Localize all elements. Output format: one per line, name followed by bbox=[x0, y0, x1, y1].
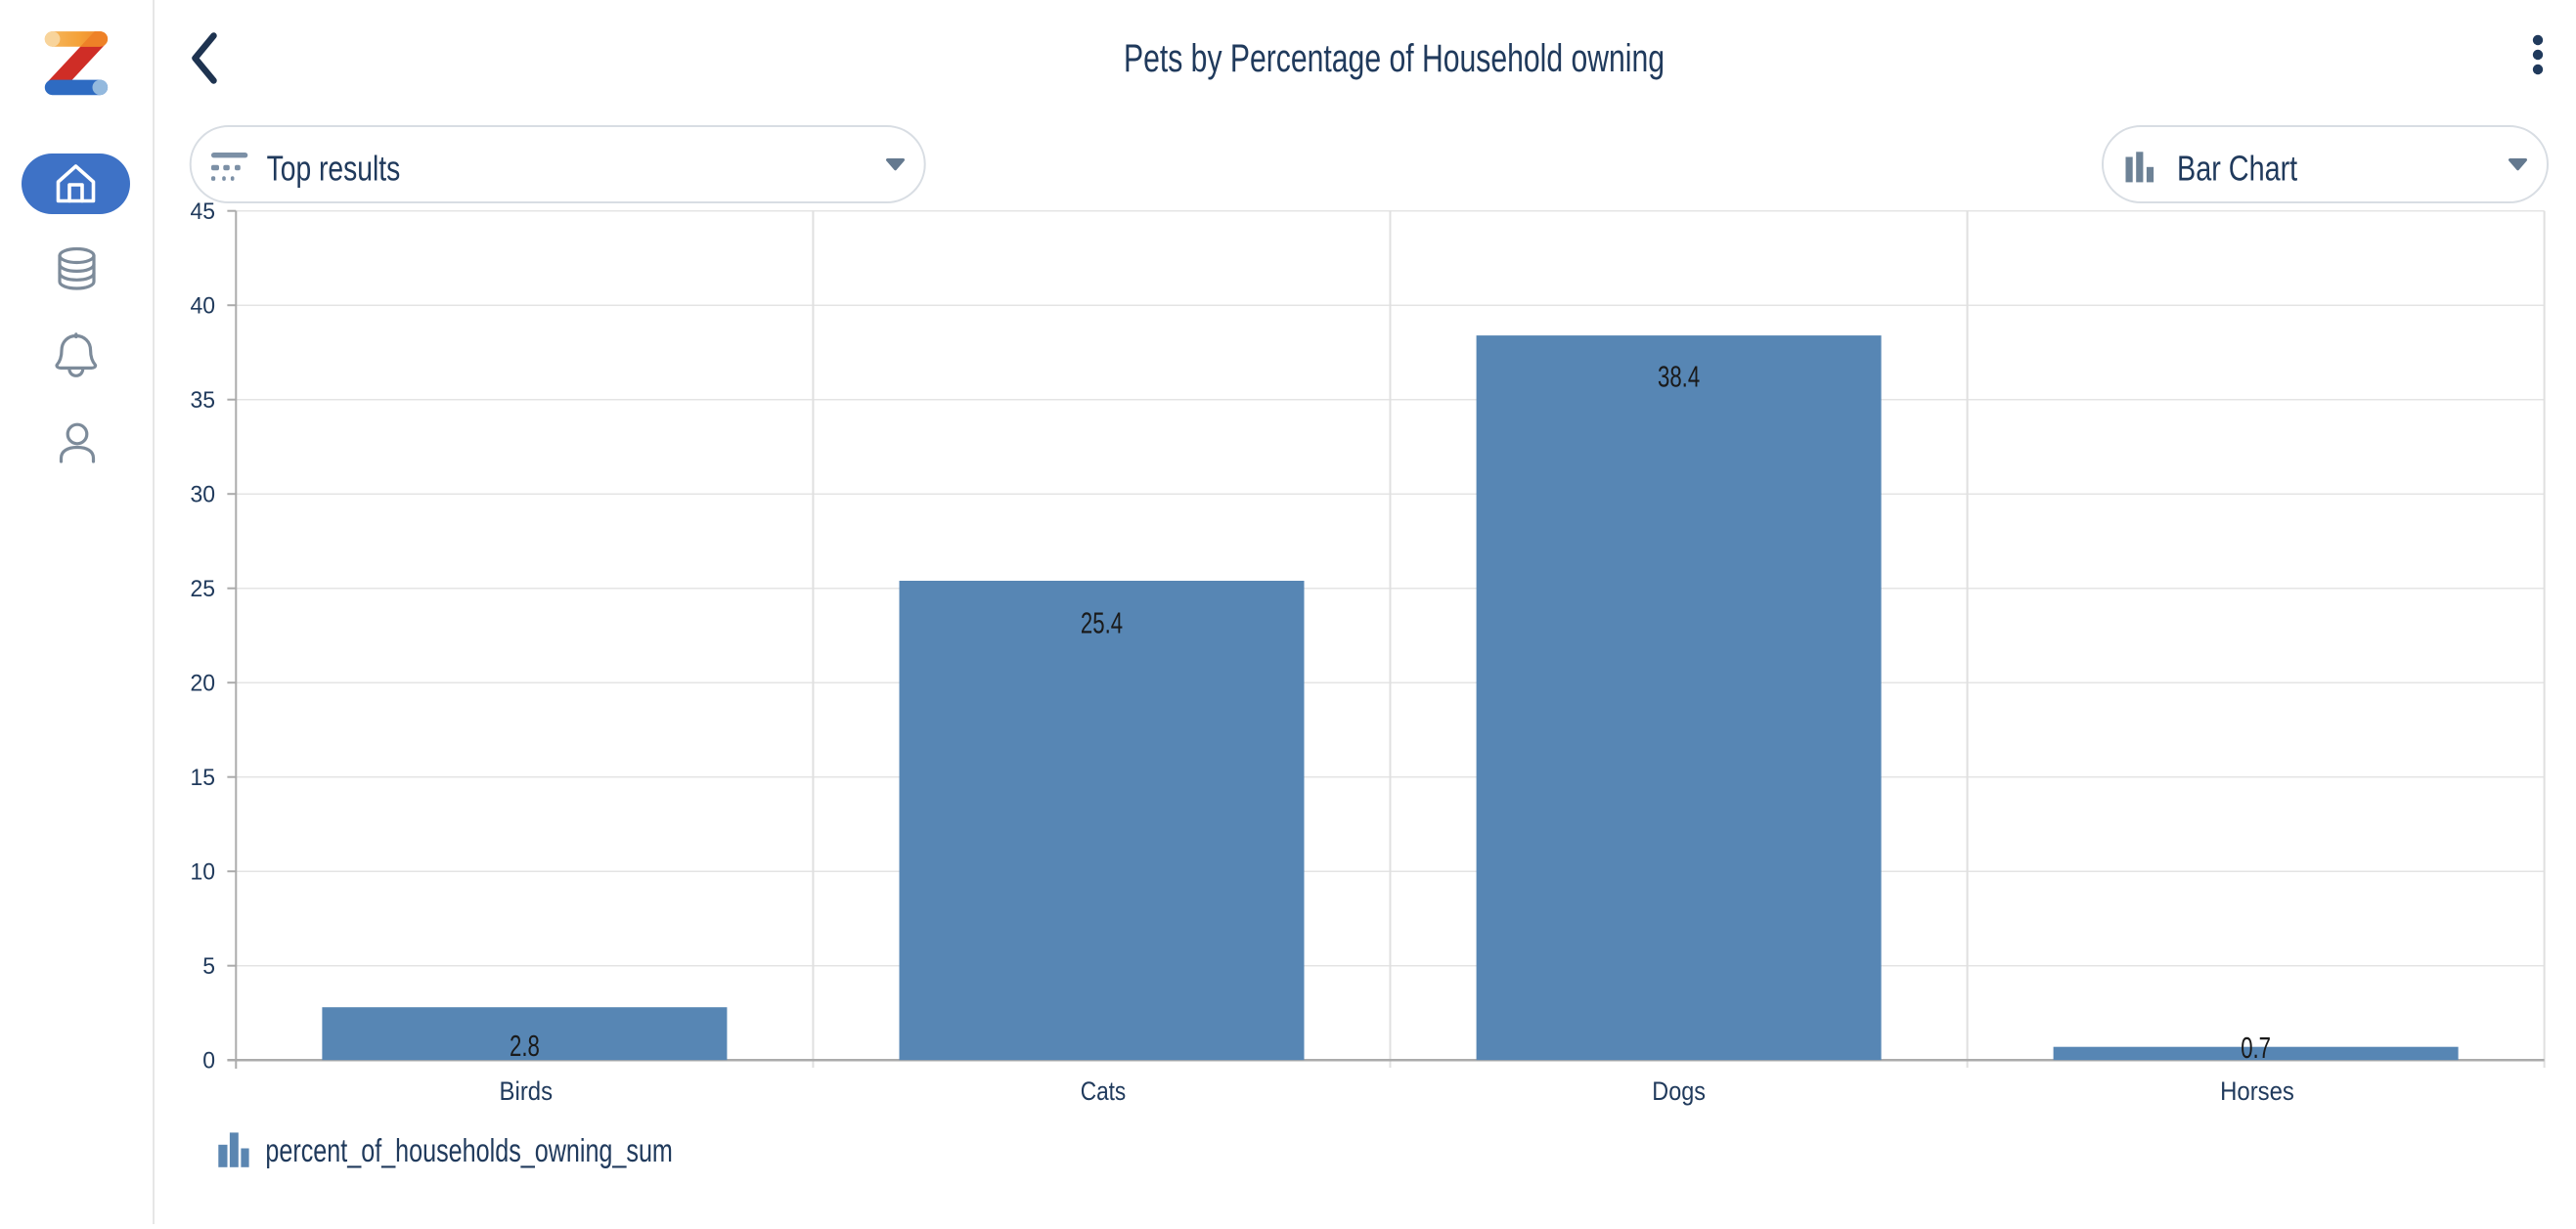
svg-text:Bar Chart: Bar Chart bbox=[2177, 148, 2297, 188]
svg-text:0.7: 0.7 bbox=[2241, 1031, 2271, 1065]
svg-text:38.4: 38.4 bbox=[1658, 360, 1700, 394]
svg-text:20: 20 bbox=[190, 670, 215, 695]
svg-text:25: 25 bbox=[190, 576, 215, 601]
svg-text:45: 45 bbox=[190, 198, 215, 224]
svg-text:Dogs: Dogs bbox=[1652, 1076, 1706, 1106]
svg-text:2.8: 2.8 bbox=[510, 1029, 540, 1063]
svg-text:percent_of_households_owning_s: percent_of_households_owning_sum bbox=[265, 1133, 672, 1169]
svg-text:Horses: Horses bbox=[2220, 1077, 2294, 1107]
svg-text:40: 40 bbox=[190, 292, 215, 318]
svg-text:15: 15 bbox=[190, 765, 215, 790]
svg-text:Top results: Top results bbox=[267, 149, 401, 188]
svg-text:5: 5 bbox=[202, 953, 215, 979]
svg-text:Cats: Cats bbox=[1081, 1076, 1126, 1106]
svg-text:Birds: Birds bbox=[500, 1077, 553, 1107]
svg-text:35: 35 bbox=[190, 387, 215, 413]
svg-text:Pets by Percentage of Househol: Pets by Percentage of Household owning bbox=[1124, 36, 1665, 80]
svg-text:25.4: 25.4 bbox=[1081, 606, 1123, 640]
svg-text:30: 30 bbox=[190, 481, 215, 506]
svg-text:0: 0 bbox=[202, 1047, 215, 1073]
svg-text:10: 10 bbox=[190, 858, 215, 884]
